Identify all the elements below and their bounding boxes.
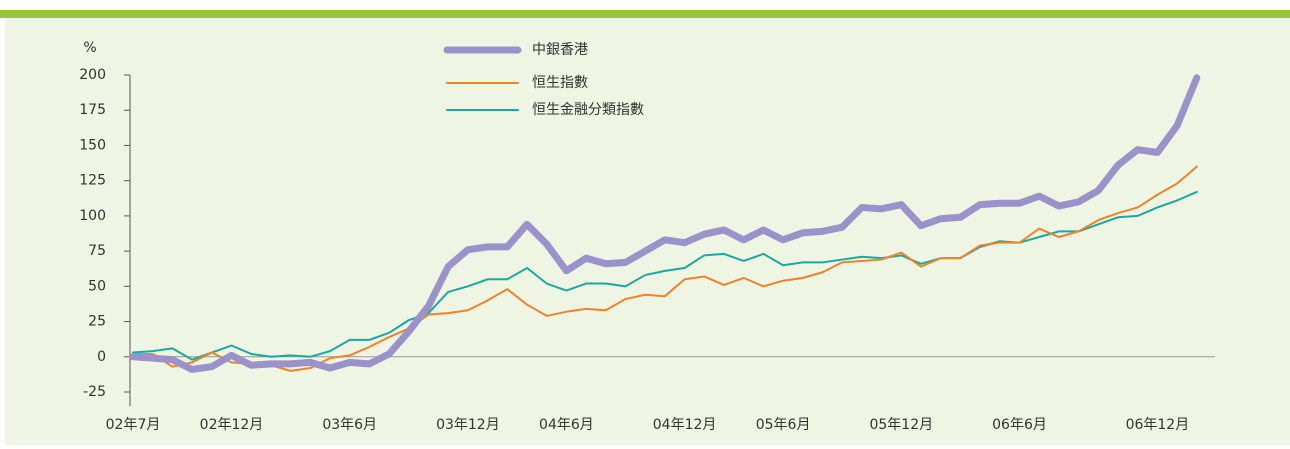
series-line xyxy=(132,165,1198,372)
y-tick-label: 200 xyxy=(79,67,106,83)
series-line xyxy=(129,74,1201,373)
y-tick-label: 25 xyxy=(88,314,106,330)
x-tick-label: 04年12月 xyxy=(653,417,717,433)
y-tick-label: 125 xyxy=(79,173,106,189)
x-tick-label: 04年6月 xyxy=(539,417,594,433)
chart-background xyxy=(5,18,1290,445)
x-tick-label: 02年12月 xyxy=(200,417,264,433)
x-tick-label: 03年6月 xyxy=(322,417,377,433)
y-tick-label: 75 xyxy=(88,243,106,259)
x-tick-label: 02年7月 xyxy=(106,417,161,433)
y-tick-label: 175 xyxy=(79,102,106,118)
y-tick-label: 0 xyxy=(97,349,106,365)
legend-label: 中銀香港 xyxy=(532,42,588,58)
x-tick-label: 03年12月 xyxy=(436,417,500,433)
y-tick-label: 100 xyxy=(79,208,106,224)
legend-label: 恒生指數 xyxy=(532,75,588,91)
y-tick-label: 50 xyxy=(88,278,106,294)
y-tick-label: -25 xyxy=(83,384,106,400)
x-tick-label: 05年6月 xyxy=(756,417,811,433)
y-unit: % xyxy=(83,40,96,56)
x-tick-label: 05年12月 xyxy=(869,417,933,433)
x-tick-label: 06年6月 xyxy=(992,417,1047,433)
top-band xyxy=(0,10,1290,18)
y-tick-label: 150 xyxy=(79,137,106,153)
legend-label: 恒生金融分類指數 xyxy=(532,102,644,118)
x-tick-label: 06年12月 xyxy=(1126,417,1190,433)
